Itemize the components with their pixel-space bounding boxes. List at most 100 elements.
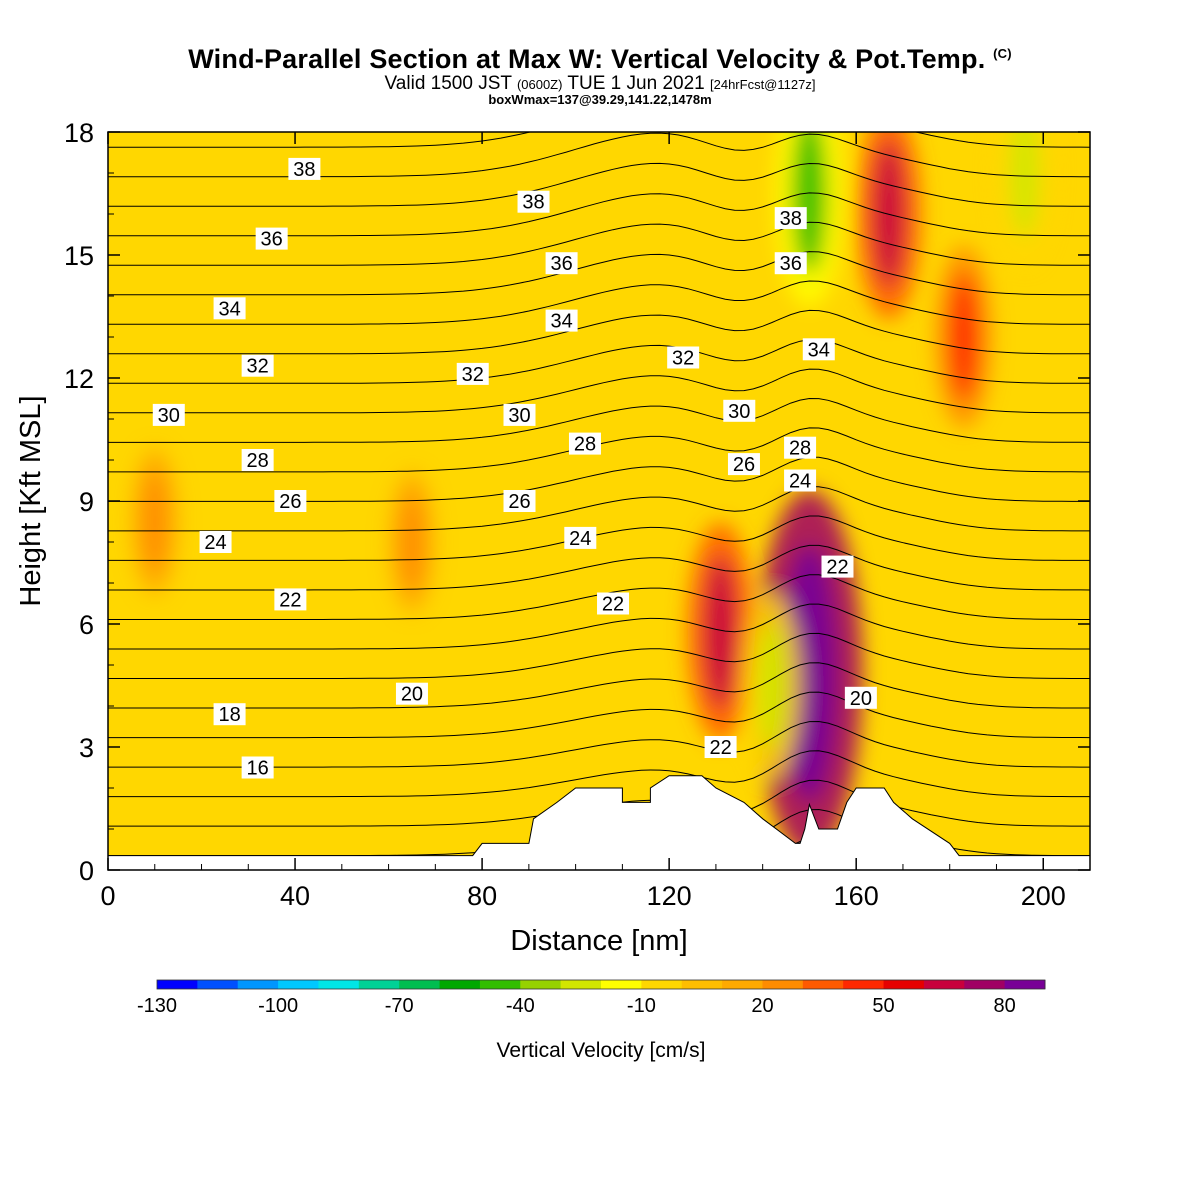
isentrope-label-box (456, 362, 489, 385)
x-axis-label: Distance [nm] (510, 925, 687, 957)
isentrope-label: 38 (774, 207, 807, 230)
isentrope-label: 32 (456, 362, 489, 386)
velocity-cell-core (1010, 132, 1039, 238)
y-tick-label: 18 (64, 118, 94, 148)
valid-time-line: Valid 1500 JST (0600Z) TUE 1 Jun 2021 [2… (0, 74, 1200, 95)
isentrope-label-box (564, 526, 597, 549)
isentrope-label-box (844, 686, 877, 709)
isentrope-line (108, 750, 1090, 798)
isentrope-label-text: 28 (247, 450, 269, 472)
terrain (108, 775, 1090, 870)
colorbar-swatch (964, 980, 1006, 989)
colorbar-tick-label: 20 (751, 995, 773, 1017)
isentrope-label-box (503, 490, 536, 512)
isentrope-label: 38 (288, 157, 321, 181)
isentrope-label: 34 (545, 309, 578, 333)
isentrope-label: 32 (667, 346, 700, 370)
isentrope-label-text: 32 (672, 348, 694, 370)
colorbar-frame (156, 979, 1046, 990)
isentrope-label: 38 (517, 190, 550, 214)
colorbar-swatch (399, 980, 441, 989)
colorbar-swatch (762, 980, 804, 989)
y-tick-label: 0 (79, 856, 94, 886)
colorbar: -130 -100 -70 -40 -10 20 50 80 (137, 979, 1046, 1017)
isentrope-label-text: 20 (850, 688, 872, 710)
colorbar-tick-label: -130 (137, 995, 177, 1017)
isentrope-label: 36 (255, 227, 288, 251)
isentrope-label: 22 (274, 588, 307, 611)
colorbar-swatch (278, 980, 319, 989)
y-tick-label: 3 (79, 733, 94, 763)
isentrope-label: 30 (152, 403, 185, 427)
isentrope-label-text: 26 (279, 491, 301, 513)
isentrope-label-text: 16 (247, 758, 269, 780)
isentrope-line (108, 309, 1090, 355)
velocity-cell-core (142, 470, 167, 573)
isentrope-label-text: 32 (462, 364, 484, 386)
chart-title: Wind-Parallel Section at Max W: Vertical… (0, 44, 1200, 75)
isentrope-label-box (255, 227, 288, 250)
isentrope-line (108, 221, 1090, 266)
x-tick-label: 120 (647, 881, 692, 911)
colorbar-swatch (843, 980, 885, 989)
isentrope-label: 24 (199, 531, 232, 554)
isentrope-label-text: 26 (508, 491, 530, 513)
isentrope-label-box (774, 252, 807, 275)
isentrope-label: 32 (241, 354, 274, 378)
isentrope-label-text: 34 (808, 339, 830, 361)
isentrope-labels: 38 38 38 36 36 36 34 34 34 32 32 32 30 30 30 28 28 28 26 26… (152, 157, 877, 780)
isentrope-line (108, 280, 1090, 325)
isentrope-label: 28 (568, 432, 601, 456)
colorbar-swatch (1004, 980, 1046, 989)
isentrope-line (108, 162, 1090, 207)
isentrope-label-box (213, 297, 246, 320)
isentrope-label-box (274, 490, 307, 512)
isentrope-line (108, 515, 1090, 561)
isentrope-label: 26 (727, 453, 760, 476)
colorbar-swatch (157, 980, 198, 989)
isentrope-line (108, 691, 1090, 739)
isentrope-label-text: 22 (602, 594, 624, 616)
isentrope-label-box (545, 309, 578, 332)
isentrope-label-text: 38 (780, 208, 802, 230)
colorbar-swatch (641, 980, 683, 989)
isentrope-line (108, 368, 1090, 414)
isentrope-label: 22 (821, 555, 854, 579)
velocity-field (131, 132, 1053, 857)
colorbar-swatch (237, 980, 279, 989)
colorbar-swatch (883, 980, 925, 989)
plot-area: 38 38 38 36 36 36 34 34 34 32 32 32 30 30 30 28 28 28 26 26… (108, 132, 1090, 870)
isentrope-label: 16 (241, 756, 274, 780)
isentrope-label-box (213, 703, 246, 726)
colorbar-swatch (802, 980, 844, 989)
isentrope-label-text: 36 (550, 253, 572, 275)
isentrope-label: 34 (213, 297, 246, 320)
isentrope-label-text: 22 (279, 589, 301, 611)
x-tick-label: 0 (100, 881, 115, 911)
colorbar-tick-label: 80 (994, 995, 1016, 1017)
isentrope-label: 36 (545, 252, 578, 275)
x-tick-label: 200 (1021, 881, 1066, 911)
colorbar-swatch (923, 980, 965, 989)
isentrope-line (108, 251, 1090, 296)
isentrope-label-box (784, 436, 817, 459)
valid-date: TUE 1 Jun 2021 (567, 73, 705, 94)
velocity-cell-core (782, 544, 836, 802)
isentrope-line (108, 397, 1090, 443)
isentrope-label-box (568, 432, 601, 455)
x-tick-label: 160 (834, 881, 879, 911)
chart-title-text: Wind-Parallel Section at Max W: Vertical… (188, 44, 986, 74)
y-tick-label: 15 (64, 241, 94, 271)
isentrope-label-text: 22 (826, 557, 848, 579)
isentrope-label: 20 (395, 682, 428, 706)
isentrope-label: 20 (844, 686, 877, 710)
isentrope-label-box (274, 588, 307, 611)
isentrope-line (108, 544, 1090, 591)
isentrope-label-box (727, 453, 760, 476)
isentrope-line (108, 662, 1090, 709)
isentrope-label-box (784, 469, 817, 492)
velocity-cell-core (792, 132, 827, 274)
isentrope-line (108, 456, 1090, 502)
isentrope-label-box (152, 403, 185, 426)
isentrope-line (108, 132, 1090, 178)
